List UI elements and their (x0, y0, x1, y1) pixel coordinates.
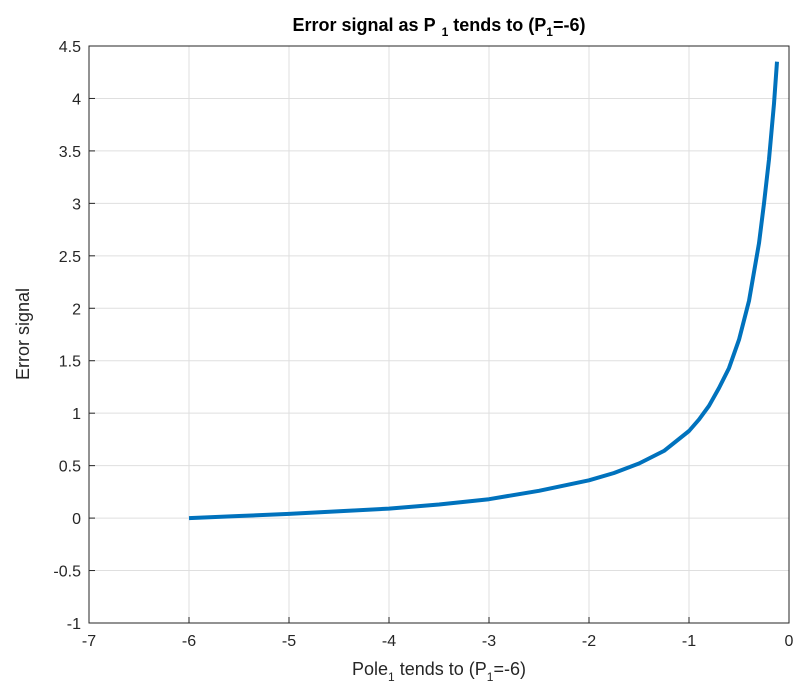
y-tick-label: 1 (72, 406, 81, 423)
y-tick-label: -1 (67, 616, 81, 633)
y-tick-label: 4.5 (59, 39, 81, 56)
plot-area (89, 46, 789, 623)
y-tick-label: 2 (72, 301, 81, 318)
y-tick-label: 2.5 (59, 249, 81, 266)
x-tick-label: -4 (382, 633, 396, 650)
series-layer (188, 61, 779, 521)
x-tick-label: -5 (282, 633, 296, 650)
x-tick-label: -6 (182, 633, 196, 650)
y-tick-label: 0.5 (59, 459, 81, 476)
x-tick-label: 0 (785, 633, 794, 650)
x-tick-label: -1 (682, 633, 696, 650)
y-axis-label: Error signal (13, 288, 33, 380)
y-tick-label: 1.5 (59, 354, 81, 371)
plot-frame (88, 45, 790, 624)
y-tick-label: -0.5 (53, 564, 81, 581)
y-tick-label: 3.5 (59, 144, 81, 161)
ticks: -7 -6 -5 -4 -3 -2 -1 0 -1 -0.5 0 0.5 1 1.5 2 2.5 3 3.5 4 4.… (53, 39, 793, 650)
x-tick-label: -3 (482, 633, 496, 650)
x-axis-label: Pole1 tends to (P1=-6) (352, 659, 526, 684)
x-tick-label: -2 (582, 633, 596, 650)
y-tick-label: 0 (72, 511, 81, 528)
series-line (188, 61, 779, 521)
y-tick-label: 4 (72, 91, 81, 108)
x-tick-label: -7 (82, 633, 96, 650)
y-tick-label: 3 (72, 196, 81, 213)
